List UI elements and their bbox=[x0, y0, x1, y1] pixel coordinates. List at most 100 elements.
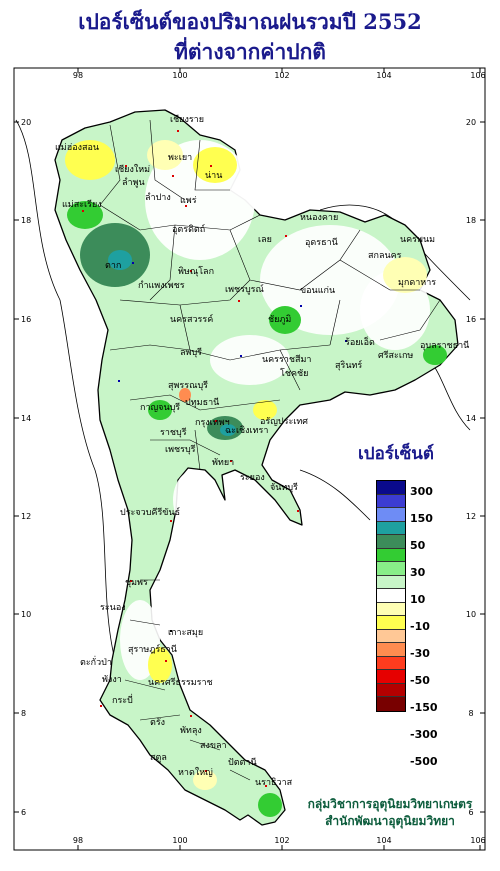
place-label: นราธิวาส bbox=[255, 777, 293, 788]
place-label: พัทยา bbox=[212, 458, 234, 468]
station-markers bbox=[82, 130, 347, 787]
place-label: ลำพูน bbox=[122, 177, 145, 188]
station-dot bbox=[130, 580, 132, 582]
place-label: อุบลราชธานี bbox=[420, 340, 469, 351]
place-label: เพชรบูรณ์ bbox=[225, 283, 264, 295]
station-dot bbox=[170, 520, 172, 522]
place-label: ศรีสะเกษ bbox=[378, 350, 413, 361]
legend-swatch bbox=[377, 643, 405, 657]
station-dot bbox=[190, 715, 192, 717]
legend-label: -300 bbox=[410, 728, 438, 741]
place-label: ขอนแก่น bbox=[300, 286, 335, 296]
place-label: สุรินทร์ bbox=[335, 359, 362, 371]
place-label: กระบี่ bbox=[112, 693, 133, 706]
legend-swatch bbox=[377, 535, 405, 549]
place-label: ร้อยเอ็ด bbox=[345, 335, 375, 348]
place-label: ตะกั่วป่า bbox=[80, 655, 112, 668]
place-label: เชียงใหม่ bbox=[115, 164, 150, 175]
legend-swatch bbox=[377, 616, 405, 630]
place-label: มุกดาหาร bbox=[398, 278, 436, 288]
station-dot bbox=[230, 460, 232, 462]
place-label: หาดใหญ่ bbox=[178, 767, 213, 778]
place-labels: เชียงราย แม่ฮ่องสอน เชียงใหม่ พะเยา น่าน… bbox=[55, 114, 469, 788]
place-label: หนองคาย bbox=[300, 213, 338, 223]
y-tick-label: 18 bbox=[21, 216, 31, 225]
credit-line2: สำนักพัฒนาอุตุนิยมวิทยา bbox=[325, 814, 455, 828]
y-tick-label: 18 bbox=[466, 216, 476, 225]
place-label: ระยอง bbox=[240, 473, 265, 483]
y-tick-labels-right: 20 18 16 14 12 10 8 6 bbox=[466, 118, 476, 817]
tick-marks bbox=[14, 68, 485, 850]
place-label: เลย bbox=[258, 235, 272, 245]
station-dot bbox=[82, 210, 84, 212]
place-label: อุตรดิตถ์ bbox=[172, 223, 205, 235]
legend-swatch bbox=[377, 683, 405, 697]
place-label: ราชบุรี bbox=[160, 427, 187, 438]
place-label: นครสวรรค์ bbox=[170, 313, 213, 325]
station-dot bbox=[210, 165, 212, 167]
place-label: กาญจนบุรี bbox=[140, 402, 180, 413]
place-label: อรัญประเทศ bbox=[260, 417, 308, 427]
legend-title: เปอร์เซ็นต์ bbox=[358, 444, 434, 464]
place-label: ตาก bbox=[105, 261, 121, 271]
x-tick-label: 104 bbox=[376, 71, 391, 80]
place-label: ชุมพร bbox=[125, 578, 148, 588]
place-label: ระนอง bbox=[100, 603, 126, 613]
place-label: อุดรธานี bbox=[305, 237, 338, 248]
place-label: แม่ฮ่องสอน bbox=[55, 143, 99, 153]
legend-label: -10 bbox=[410, 620, 430, 633]
station-dot bbox=[132, 262, 134, 264]
y-tick-label: 8 bbox=[21, 709, 26, 718]
legend-swatch bbox=[377, 575, 405, 589]
x-tick-label: 102 bbox=[274, 71, 289, 80]
place-label: ตรัง bbox=[150, 718, 165, 728]
station-dot bbox=[185, 205, 187, 207]
legend-label: 50 bbox=[410, 539, 426, 552]
station-dot bbox=[100, 705, 102, 707]
place-label: นครราชสีมา bbox=[262, 354, 311, 365]
station-dot bbox=[297, 510, 299, 512]
place-label: สุพรรณบุรี bbox=[168, 380, 208, 391]
y-tick-label: 8 bbox=[468, 709, 473, 718]
x-tick-label: 100 bbox=[172, 836, 187, 845]
legend-color-scale bbox=[376, 480, 406, 712]
y-tick-label: 14 bbox=[21, 414, 31, 423]
x-tick-labels-bottom: 98 100 102 104 106 bbox=[73, 836, 486, 845]
legend-swatch bbox=[377, 548, 405, 562]
place-label: พัทลุง bbox=[180, 726, 202, 736]
x-tick-label: 106 bbox=[470, 71, 485, 80]
station-dot bbox=[285, 235, 287, 237]
y-tick-label: 10 bbox=[466, 610, 476, 619]
place-label: นครพนม bbox=[400, 235, 435, 245]
legend-label: 300 bbox=[410, 485, 433, 498]
place-label: ปทุมธานี bbox=[185, 397, 219, 408]
station-dot bbox=[300, 305, 302, 307]
legend-label: -30 bbox=[410, 647, 430, 660]
station-dot bbox=[345, 340, 347, 342]
x-tick-label: 98 bbox=[73, 71, 83, 80]
legend-swatch bbox=[377, 602, 405, 616]
legend-swatch bbox=[377, 494, 405, 508]
place-label: พะเยา bbox=[168, 153, 192, 163]
legend-swatch bbox=[377, 521, 405, 535]
legend-label: 10 bbox=[410, 593, 426, 606]
y-tick-labels-left: 20 18 16 14 12 10 8 6 bbox=[21, 118, 31, 817]
place-label: จันทบุรี bbox=[270, 482, 298, 493]
x-tick-label: 100 bbox=[172, 71, 187, 80]
station-dot bbox=[205, 770, 207, 772]
y-tick-label: 10 bbox=[21, 610, 31, 619]
station-dot bbox=[238, 300, 240, 302]
station-dot bbox=[125, 165, 127, 167]
place-label: ปัตตานี bbox=[228, 757, 257, 768]
legend-label: -500 bbox=[410, 755, 438, 768]
place-label: กรุงเทพฯ bbox=[195, 418, 230, 428]
legend-swatch bbox=[377, 670, 405, 684]
legend-label: 150 bbox=[410, 512, 433, 525]
x-tick-label: 106 bbox=[470, 836, 485, 845]
legend-label: 30 bbox=[410, 566, 426, 579]
map-title-line1: เปอร์เซ็นต์ของปริมาณฝนรวมปี 2552 bbox=[78, 9, 422, 34]
station-dot bbox=[177, 130, 179, 132]
y-tick-label: 6 bbox=[468, 808, 473, 817]
place-label: ลำปาง bbox=[145, 192, 171, 203]
